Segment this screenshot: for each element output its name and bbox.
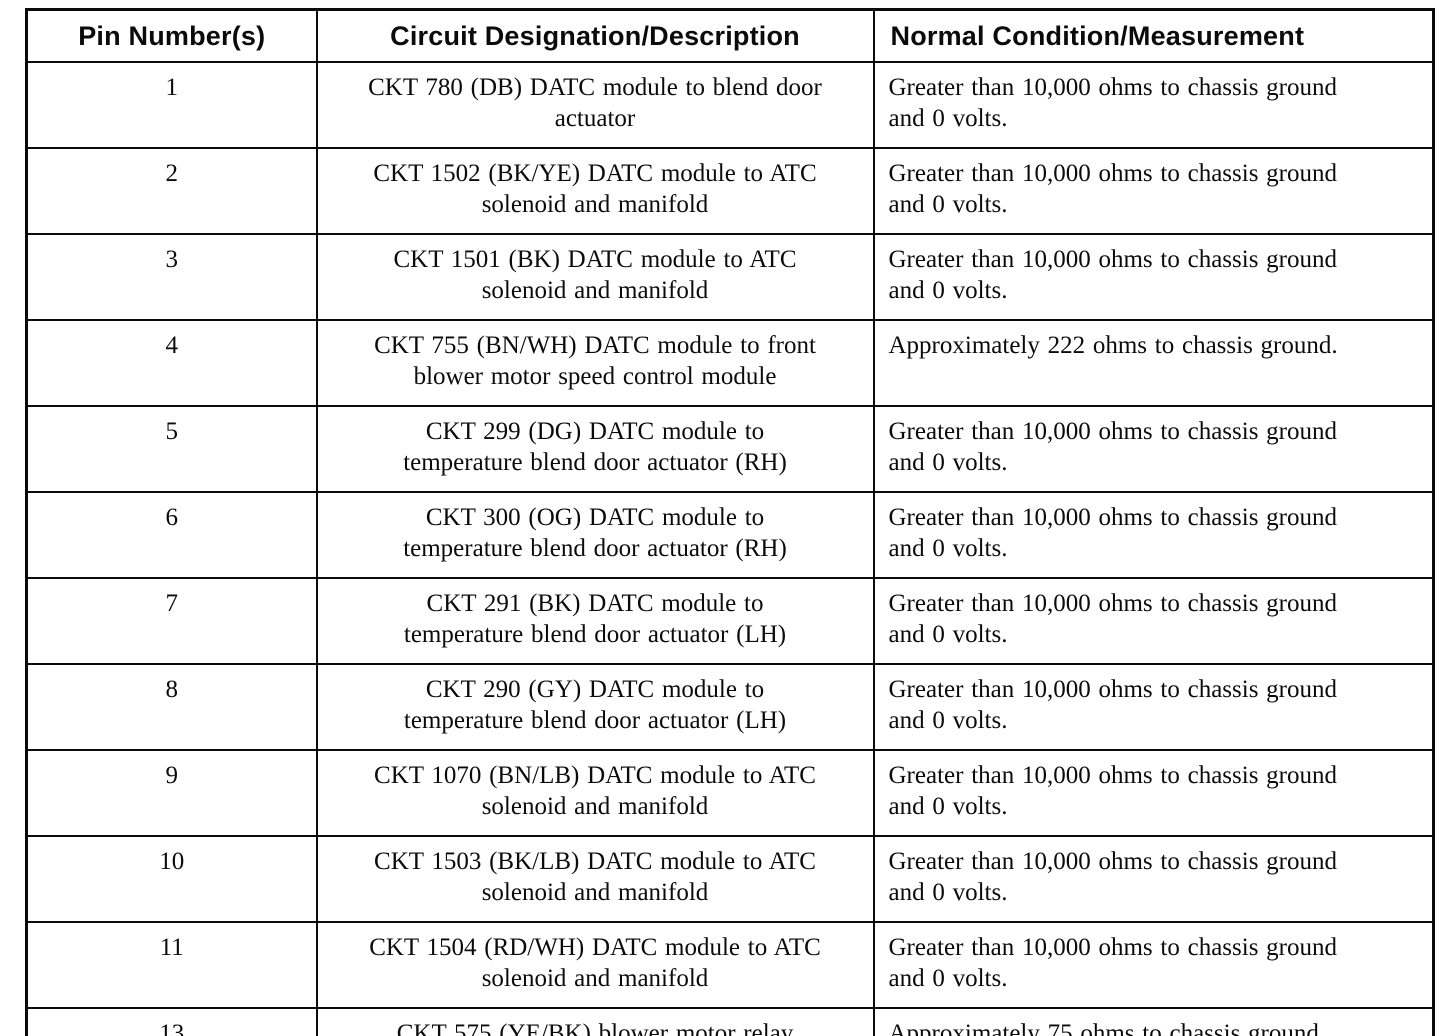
condition-cell: Greater than 10,000 ohms to chassis grou… [872,61,1435,149]
pin-cell: 7 [25,577,318,665]
table-row: 9 CKT 1070 (BN/LB) DATC module to ATC sol… [25,749,1435,837]
pin-cell: 13 [25,1007,318,1036]
pin-cell: 11 [25,921,318,1009]
pin-cell: 9 [25,749,318,837]
condition-cell: Greater than 10,000 ohms to chassis grou… [872,491,1435,579]
table-row: 6 CKT 300 (OG) DATC module to temperature… [25,491,1435,579]
table-row: 10 CKT 1503 (BK/LB) DATC module to ATC so… [25,835,1435,923]
column-header-pin-numbers: Pin Number(s) [25,8,318,63]
condition-cell: Approximately 75 ohms to chassis ground. [872,1007,1435,1036]
condition-cell: Approximately 222 ohms to chassis ground… [872,319,1435,407]
circuit-cell: CKT 1501 (BK) DATC module to ATC solenoi… [315,233,875,321]
condition-cell: Greater than 10,000 ohms to chassis grou… [872,405,1435,493]
table-row: 11 CKT 1504 (RD/WH) DATC module to ATC so… [25,921,1435,1009]
circuit-cell: CKT 291 (BK) DATC module to temperature … [315,577,875,665]
condition-cell: Greater than 10,000 ohms to chassis grou… [872,663,1435,751]
table-row: 4 CKT 755 (BN/WH) DATC module to front bl… [25,319,1435,407]
pin-cell: 10 [25,835,318,923]
circuit-cell: CKT 299 (DG) DATC module to temperature … [315,405,875,493]
condition-cell: Greater than 10,000 ohms to chassis grou… [872,233,1435,321]
table-row: 3 CKT 1501 (BK) DATC module to ATC soleno… [25,233,1435,321]
table-body: 1 CKT 780 (DB) DATC module to blend door … [25,61,1435,1036]
pin-cell: 8 [25,663,318,751]
table-row: 1 CKT 780 (DB) DATC module to blend door … [25,61,1435,149]
pin-cell: 5 [25,405,318,493]
circuit-cell: CKT 1503 (BK/LB) DATC module to ATC sole… [315,835,875,923]
circuit-cell: CKT 1070 (BN/LB) DATC module to ATC sole… [315,749,875,837]
pin-connector-table: Pin Number(s) Circuit Designation/Descri… [25,8,1435,1036]
table-row: 8 CKT 290 (GY) DATC module to temperature… [25,663,1435,751]
condition-cell: Greater than 10,000 ohms to chassis grou… [872,835,1435,923]
header-row: Pin Number(s) Circuit Designation/Descri… [25,8,1435,63]
pin-cell: 1 [25,61,318,149]
column-header-circuit-designation: Circuit Designation/Description [315,8,875,63]
circuit-cell: CKT 755 (BN/WH) DATC module to front blo… [315,319,875,407]
circuit-cell: CKT 1502 (BK/YE) DATC module to ATC sole… [315,147,875,235]
pin-cell: 6 [25,491,318,579]
condition-cell: Greater than 10,000 ohms to chassis grou… [872,577,1435,665]
table-row: 2 CKT 1502 (BK/YE) DATC module to ATC sol… [25,147,1435,235]
pin-cell: 4 [25,319,318,407]
circuit-cell: CKT 780 (DB) DATC module to blend door a… [315,61,875,149]
condition-cell: Greater than 10,000 ohms to chassis grou… [872,921,1435,1009]
column-header-normal-condition: Normal Condition/Measurement [872,8,1435,63]
pin-cell: 2 [25,147,318,235]
pin-cell: 3 [25,233,318,321]
circuit-cell: CKT 1504 (RD/WH) DATC module to ATC sole… [315,921,875,1009]
circuit-cell: CKT 575 (YE/BK) blower motor relay contr… [315,1007,875,1036]
table-row: 7 CKT 291 (BK) DATC module to temperature… [25,577,1435,665]
circuit-cell: CKT 300 (OG) DATC module to temperature … [315,491,875,579]
circuit-cell: CKT 290 (GY) DATC module to temperature … [315,663,875,751]
table-row: 5 CKT 299 (DG) DATC module to temperature… [25,405,1435,493]
condition-cell: Greater than 10,000 ohms to chassis grou… [872,147,1435,235]
condition-cell: Greater than 10,000 ohms to chassis grou… [872,749,1435,837]
